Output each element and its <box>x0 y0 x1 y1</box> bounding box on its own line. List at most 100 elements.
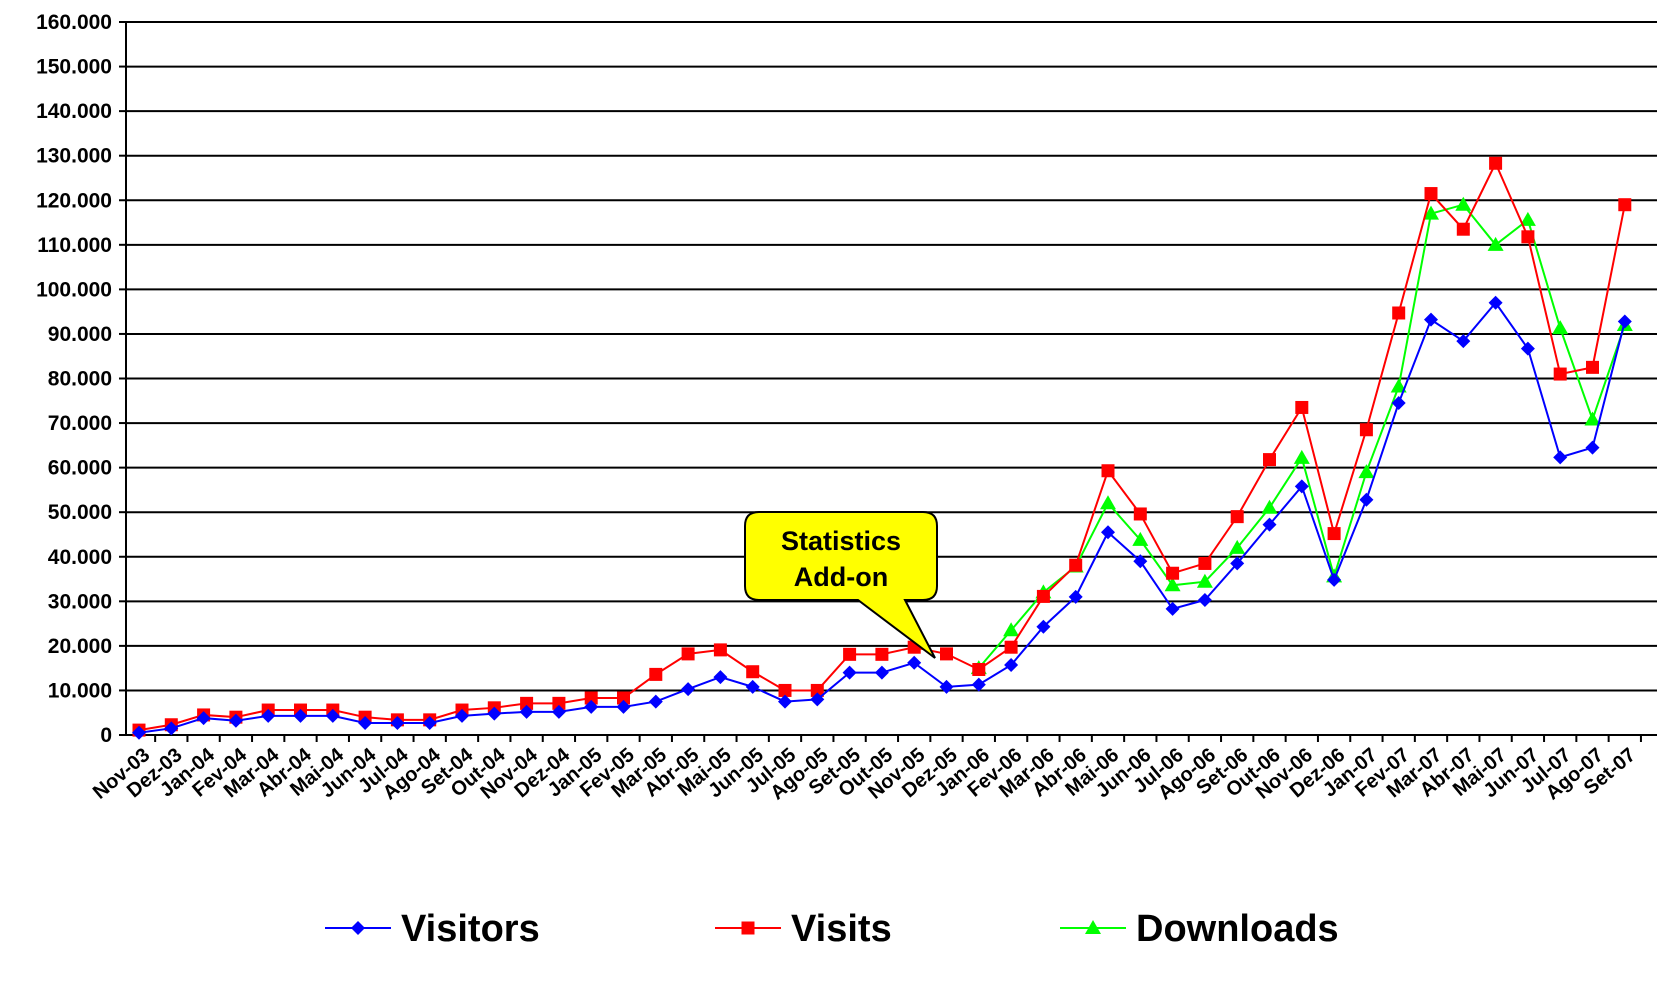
point-downloads <box>1390 378 1407 393</box>
point-visitors <box>1617 314 1632 329</box>
legend-label-downloads: Downloads <box>1136 908 1339 950</box>
point-visitors <box>1553 450 1568 465</box>
point-visitors <box>1197 592 1212 607</box>
point-visitors <box>648 694 663 709</box>
point-visits <box>552 696 566 710</box>
point-visitors <box>1488 295 1503 310</box>
point-visitors <box>971 677 986 692</box>
series-visits <box>132 156 1632 737</box>
point-visitors <box>1230 556 1245 571</box>
point-visits <box>843 647 857 661</box>
y-tick-label: 90.000 <box>48 323 112 346</box>
point-downloads <box>1229 539 1246 554</box>
legend-item-downloads: Downloads <box>1060 908 1339 950</box>
point-downloads <box>1455 196 1472 211</box>
point-visitors <box>584 699 599 714</box>
point-downloads <box>1584 411 1601 426</box>
y-tick-label: 60.000 <box>48 457 112 480</box>
legend-label-visitors: Visitors <box>401 908 540 950</box>
point-visitors <box>519 704 534 719</box>
point-downloads <box>1196 573 1213 588</box>
point-visitors <box>228 713 243 728</box>
legend-item-visits: Visits <box>715 908 892 950</box>
point-visitors <box>293 708 308 723</box>
point-visitors <box>196 711 211 726</box>
point-visits <box>1521 230 1535 244</box>
point-downloads <box>1100 495 1116 510</box>
y-axis-tick-labels: 0 10.000 20.000 30.000 40.000 50.000 60.000 70.… <box>36 11 112 747</box>
axes <box>119 21 1657 742</box>
point-visitors <box>1359 492 1374 507</box>
legend-item-visitors: Visitors <box>325 908 540 950</box>
y-tick-label: 0 <box>100 724 112 747</box>
point-visits <box>1263 453 1276 467</box>
point-downloads <box>1552 320 1569 335</box>
y-tick-label: 50.000 <box>48 501 112 524</box>
point-visitors <box>422 715 437 730</box>
point-visits <box>1004 640 1018 654</box>
point-visits <box>681 647 695 661</box>
point-visitors <box>616 699 631 714</box>
y-tick-label: 120.000 <box>36 189 112 212</box>
point-visitors <box>1520 341 1535 356</box>
point-visitors <box>1585 440 1600 455</box>
point-visitors <box>1068 589 1083 604</box>
point-visits <box>1295 400 1309 414</box>
callout-bubble <box>744 511 938 659</box>
point-visits <box>1133 507 1147 521</box>
point-visits <box>1327 527 1341 541</box>
point-visits <box>875 647 889 661</box>
legend-label-visits: Visits <box>791 908 892 950</box>
point-visitors <box>907 655 922 670</box>
point-visitors <box>1294 479 1309 494</box>
point-visits <box>746 665 760 679</box>
point-visits <box>520 696 534 710</box>
grid-lines <box>126 21 1657 736</box>
point-downloads <box>1003 622 1020 637</box>
point-visitors <box>487 706 502 721</box>
point-visitors <box>810 692 825 707</box>
point-downloads <box>1261 499 1278 514</box>
y-tick-label: 110.000 <box>37 234 112 257</box>
point-downloads <box>1293 449 1310 464</box>
y-tick-label: 20.000 <box>48 635 112 658</box>
y-tick-label: 30.000 <box>48 590 112 613</box>
y-tick-label: 70.000 <box>48 412 112 435</box>
point-visitors <box>358 715 373 730</box>
point-visitors <box>1424 312 1438 327</box>
point-visits <box>1359 423 1373 437</box>
callout-text-line: Add-on <box>794 562 888 592</box>
legend-marker-downloads <box>1085 920 1101 934</box>
point-visits <box>1198 556 1212 570</box>
series-visitors <box>132 295 1632 740</box>
point-visitors <box>1004 658 1019 673</box>
point-visits <box>1424 187 1438 201</box>
point-visits <box>713 643 727 657</box>
point-visitors <box>551 704 566 719</box>
series-group <box>132 156 1633 740</box>
point-visitors <box>745 679 760 694</box>
point-visitors <box>1262 517 1277 532</box>
point-visitors <box>1101 525 1115 540</box>
y-tick-label: 160.000 <box>36 11 112 34</box>
x-axis-tick-labels: Nov-03Dez-03Jan-04Fev-04Mar-04Abr-04Mai-… <box>89 743 1640 804</box>
point-visitors <box>842 665 857 680</box>
point-visitors <box>939 679 954 694</box>
point-visitors <box>261 708 276 723</box>
point-visits <box>1230 510 1244 524</box>
y-tick-label: 40.000 <box>48 546 112 569</box>
point-visits <box>972 662 986 676</box>
point-downloads <box>1358 464 1375 479</box>
point-visitors <box>681 682 696 697</box>
point-visits <box>1166 566 1180 580</box>
point-visitors <box>132 725 146 740</box>
point-downloads <box>1132 531 1149 546</box>
point-downloads <box>1164 577 1181 592</box>
point-visits <box>1036 589 1050 603</box>
point-downloads <box>1487 236 1504 251</box>
point-visitors <box>1327 572 1342 587</box>
point-visits <box>940 647 953 661</box>
point-visitors <box>1391 396 1406 411</box>
point-visitors <box>874 665 889 680</box>
